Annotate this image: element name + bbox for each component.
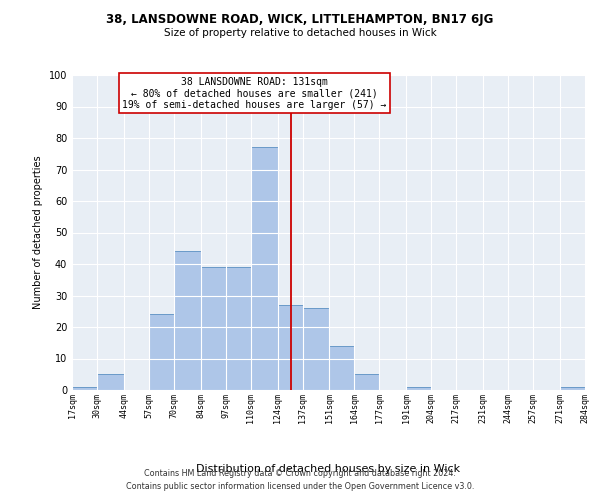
Bar bbox=[406, 387, 431, 390]
Text: Contains public sector information licensed under the Open Government Licence v3: Contains public sector information licen… bbox=[126, 482, 474, 491]
Bar bbox=[329, 346, 355, 390]
Bar bbox=[251, 148, 278, 390]
Bar bbox=[201, 267, 226, 390]
Bar bbox=[72, 387, 97, 390]
Bar bbox=[97, 374, 124, 390]
Text: Size of property relative to detached houses in Wick: Size of property relative to detached ho… bbox=[164, 28, 436, 38]
Bar bbox=[302, 308, 329, 390]
X-axis label: Distribution of detached houses by size in Wick: Distribution of detached houses by size … bbox=[196, 464, 461, 474]
Bar bbox=[355, 374, 379, 390]
Bar bbox=[149, 314, 174, 390]
Text: 38 LANSDOWNE ROAD: 131sqm
← 80% of detached houses are smaller (241)
19% of semi: 38 LANSDOWNE ROAD: 131sqm ← 80% of detac… bbox=[122, 76, 386, 110]
Bar bbox=[560, 387, 585, 390]
Text: 38, LANSDOWNE ROAD, WICK, LITTLEHAMPTON, BN17 6JG: 38, LANSDOWNE ROAD, WICK, LITTLEHAMPTON,… bbox=[106, 12, 494, 26]
Bar bbox=[174, 252, 201, 390]
Bar bbox=[278, 305, 302, 390]
Y-axis label: Number of detached properties: Number of detached properties bbox=[33, 156, 43, 310]
Text: Contains HM Land Registry data © Crown copyright and database right 2024.: Contains HM Land Registry data © Crown c… bbox=[144, 468, 456, 477]
Bar bbox=[226, 267, 251, 390]
